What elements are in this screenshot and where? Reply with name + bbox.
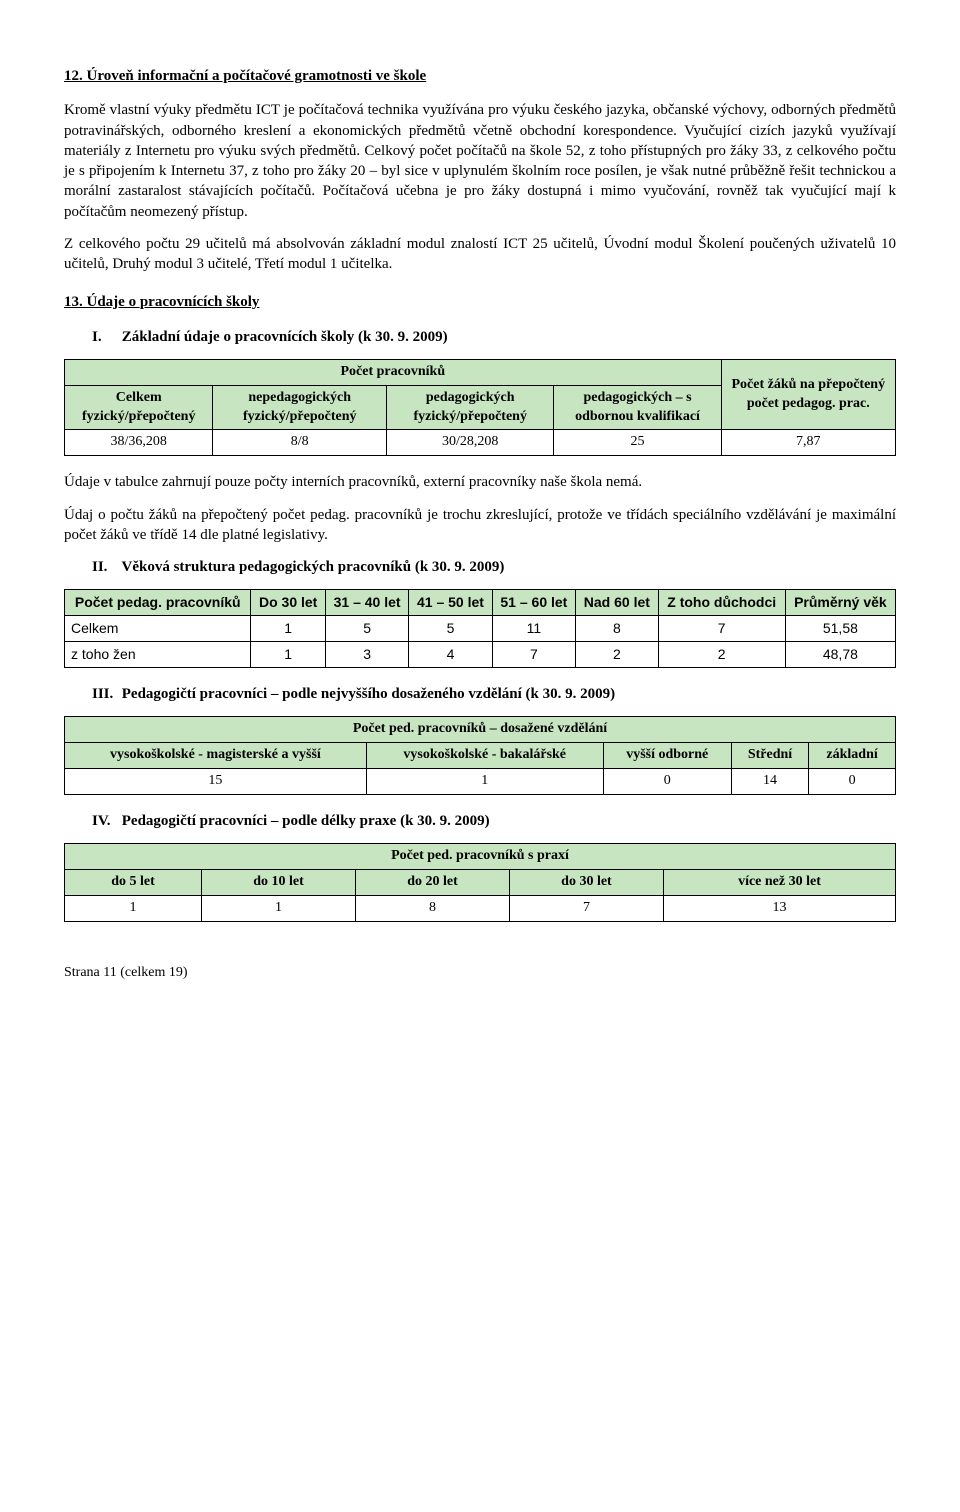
p-after-t1b: Údaj o počtu žáků na přepočtený počet pe… [64, 505, 896, 546]
p-after-t1a: Údaje v tabulce zahrnují pouze počty int… [64, 472, 896, 492]
t1-col3: pedagogických fyzický/přepočtený [387, 385, 554, 430]
t2-col: Počet pedag. pracovníků [65, 590, 251, 616]
t1-col2: nepedagogických fyzický/přepočtený [213, 385, 387, 430]
item-i-text: Základní údaje o pracovnících školy (k 3… [122, 329, 448, 345]
t2-cell: 1 [251, 642, 325, 668]
t3-header-top: Počet ped. pracovníků – dosažené vzdělán… [65, 717, 896, 743]
t3-cell: 1 [366, 769, 603, 795]
t1-cell: 8/8 [213, 430, 387, 456]
t2-cell: 11 [492, 616, 575, 642]
t3-col: vysokoškolské - bakalářské [366, 743, 603, 769]
t4-cell: 1 [65, 895, 202, 921]
t4-cell: 1 [202, 895, 356, 921]
t3-col: vysokoškolské - magisterské a vyšší [65, 743, 367, 769]
t1-cell: 38/36,208 [65, 430, 213, 456]
item-ii-text: Věková struktura pedagogických pracovník… [121, 559, 504, 575]
t2-cell: 4 [409, 642, 492, 668]
section-12-p1: Kromě vlastní výuky předmětu ICT je počí… [64, 100, 896, 222]
section-12-heading: 12. Úroveň informační a počítačové gramo… [64, 66, 896, 86]
roman-iii: III. [92, 684, 118, 704]
t3-col: Střední [731, 743, 808, 769]
t2-cell: 48,78 [785, 642, 895, 668]
t4-cell: 13 [663, 895, 895, 921]
table-row: Celkem 1 5 5 11 8 7 51,58 [65, 616, 896, 642]
table-row: 38/36,208 8/8 30/28,208 25 7,87 [65, 430, 896, 456]
t2-cell: 5 [325, 616, 408, 642]
t2-cell: 7 [658, 616, 785, 642]
t2-col: Do 30 let [251, 590, 325, 616]
roman-ii: II. [92, 557, 118, 577]
t4-header-top: Počet ped. pracovníků s praxí [65, 844, 896, 870]
t1-col4: pedagogických – s odbornou kvalifikací [554, 385, 721, 430]
t2-row-label: z toho žen [65, 642, 251, 668]
page-footer: Strana 11 (celkem 19) [64, 964, 896, 983]
t2-col: 41 – 50 let [409, 590, 492, 616]
t4-col: do 30 let [509, 870, 663, 896]
roman-iv: IV. [92, 811, 118, 831]
t2-cell: 7 [492, 642, 575, 668]
t4-col: do 5 let [65, 870, 202, 896]
t2-cell: 51,58 [785, 616, 895, 642]
t1-header-right: Počet žáků na přepočtený počet pedagog. … [721, 359, 895, 430]
table-row: z toho žen 1 3 4 7 2 2 48,78 [65, 642, 896, 668]
t2-cell: 3 [325, 642, 408, 668]
item-iv: IV. Pedagogičtí pracovníci – podle délky… [92, 811, 896, 831]
t3-col: základní [809, 743, 896, 769]
t3-col: vyšší odborné [603, 743, 731, 769]
t2-col: Z toho důchodci [658, 590, 785, 616]
t2-cell: 1 [251, 616, 325, 642]
t4-col: více než 30 let [663, 870, 895, 896]
t3-cell: 0 [809, 769, 896, 795]
t4-col: do 10 let [202, 870, 356, 896]
t1-cell: 7,87 [721, 430, 895, 456]
item-i: I. Základní údaje o pracovnících školy (… [92, 327, 896, 347]
t3-cell: 14 [731, 769, 808, 795]
t1-cell: 30/28,208 [387, 430, 554, 456]
t2-cell: 8 [576, 616, 659, 642]
t2-col: 31 – 40 let [325, 590, 408, 616]
t2-col: Nad 60 let [576, 590, 659, 616]
item-ii: II. Věková struktura pedagogických praco… [92, 557, 896, 577]
t2-col: Průměrný věk [785, 590, 895, 616]
t2-cell: 2 [576, 642, 659, 668]
table-practice: Počet ped. pracovníků s praxí do 5 let d… [64, 843, 896, 922]
table-row: 1 1 8 7 13 [65, 895, 896, 921]
table-basic-data: Počet pracovníků Počet žáků na přepočten… [64, 359, 896, 457]
t2-row-label: Celkem [65, 616, 251, 642]
t2-cell: 2 [658, 642, 785, 668]
t1-cell: 25 [554, 430, 721, 456]
t3-cell: 0 [603, 769, 731, 795]
t2-col: 51 – 60 let [492, 590, 575, 616]
t3-cell: 15 [65, 769, 367, 795]
t2-cell: 5 [409, 616, 492, 642]
section-12-p2: Z celkového počtu 29 učitelů má absolvov… [64, 234, 896, 275]
section-13-heading: 13. Údaje o pracovnících školy [64, 292, 896, 312]
t1-col1: Celkem fyzický/přepočtený [65, 385, 213, 430]
item-iv-text: Pedagogičtí pracovníci – podle délky pra… [122, 813, 490, 829]
item-iii-text: Pedagogičtí pracovníci – podle nejvyššíh… [122, 686, 615, 702]
item-iii: III. Pedagogičtí pracovníci – podle nejv… [92, 684, 896, 704]
t4-cell: 7 [509, 895, 663, 921]
roman-i: I. [92, 327, 118, 347]
t4-col: do 20 let [355, 870, 509, 896]
table-education: Počet ped. pracovníků – dosažené vzdělán… [64, 716, 896, 795]
t4-cell: 8 [355, 895, 509, 921]
table-age-structure: Počet pedag. pracovníků Do 30 let 31 – 4… [64, 589, 896, 668]
t1-header-top: Počet pracovníků [65, 359, 722, 385]
table-row: 15 1 0 14 0 [65, 769, 896, 795]
